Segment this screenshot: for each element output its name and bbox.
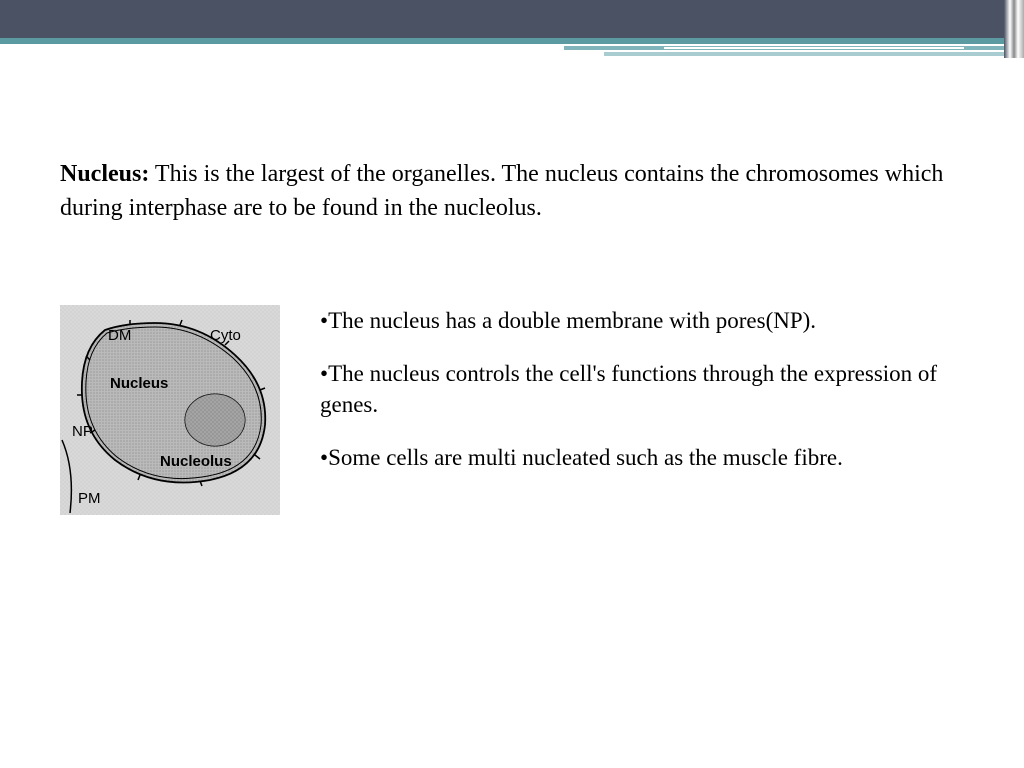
intro-rest: This is the largest of the organelles. T… [60, 161, 943, 221]
intro-paragraph: Nucleus: This is the largest of the orga… [60, 158, 964, 225]
right-edge-decoration [1004, 0, 1024, 58]
header-band [0, 0, 1024, 38]
bullet-item: •Some cells are multi nucleated such as … [320, 442, 964, 473]
bullet-text: The nucleus has a double membrane with p… [328, 308, 816, 333]
diagram-label-nucleus: Nucleus [110, 375, 168, 392]
bullet-text: Some cells are multi nucleated such as t… [328, 445, 843, 470]
nucleus-diagram: DM Cyto Nucleus NP Nucleolus PM [60, 305, 280, 515]
accent-lines [0, 38, 1024, 58]
lower-row: DM Cyto Nucleus NP Nucleolus PM •The nuc… [60, 305, 964, 515]
bullet-list: •The nucleus has a double membrane with … [320, 305, 964, 495]
diagram-label-pm: PM [78, 490, 101, 507]
bullet-item: •The nucleus has a double membrane with … [320, 305, 964, 336]
slide-content: Nucleus: This is the largest of the orga… [0, 58, 1024, 555]
diagram-label-cyto: Cyto [210, 327, 241, 344]
bullet-text: The nucleus controls the cell's function… [320, 361, 937, 417]
diagram-label-dm: DM [108, 327, 131, 344]
diagram-label-np: NP [72, 423, 93, 440]
intro-bold-lead: Nucleus: [60, 161, 149, 187]
bullet-item: •The nucleus controls the cell's functio… [320, 358, 964, 420]
diagram-label-nucleolus: Nucleolus [160, 453, 232, 470]
